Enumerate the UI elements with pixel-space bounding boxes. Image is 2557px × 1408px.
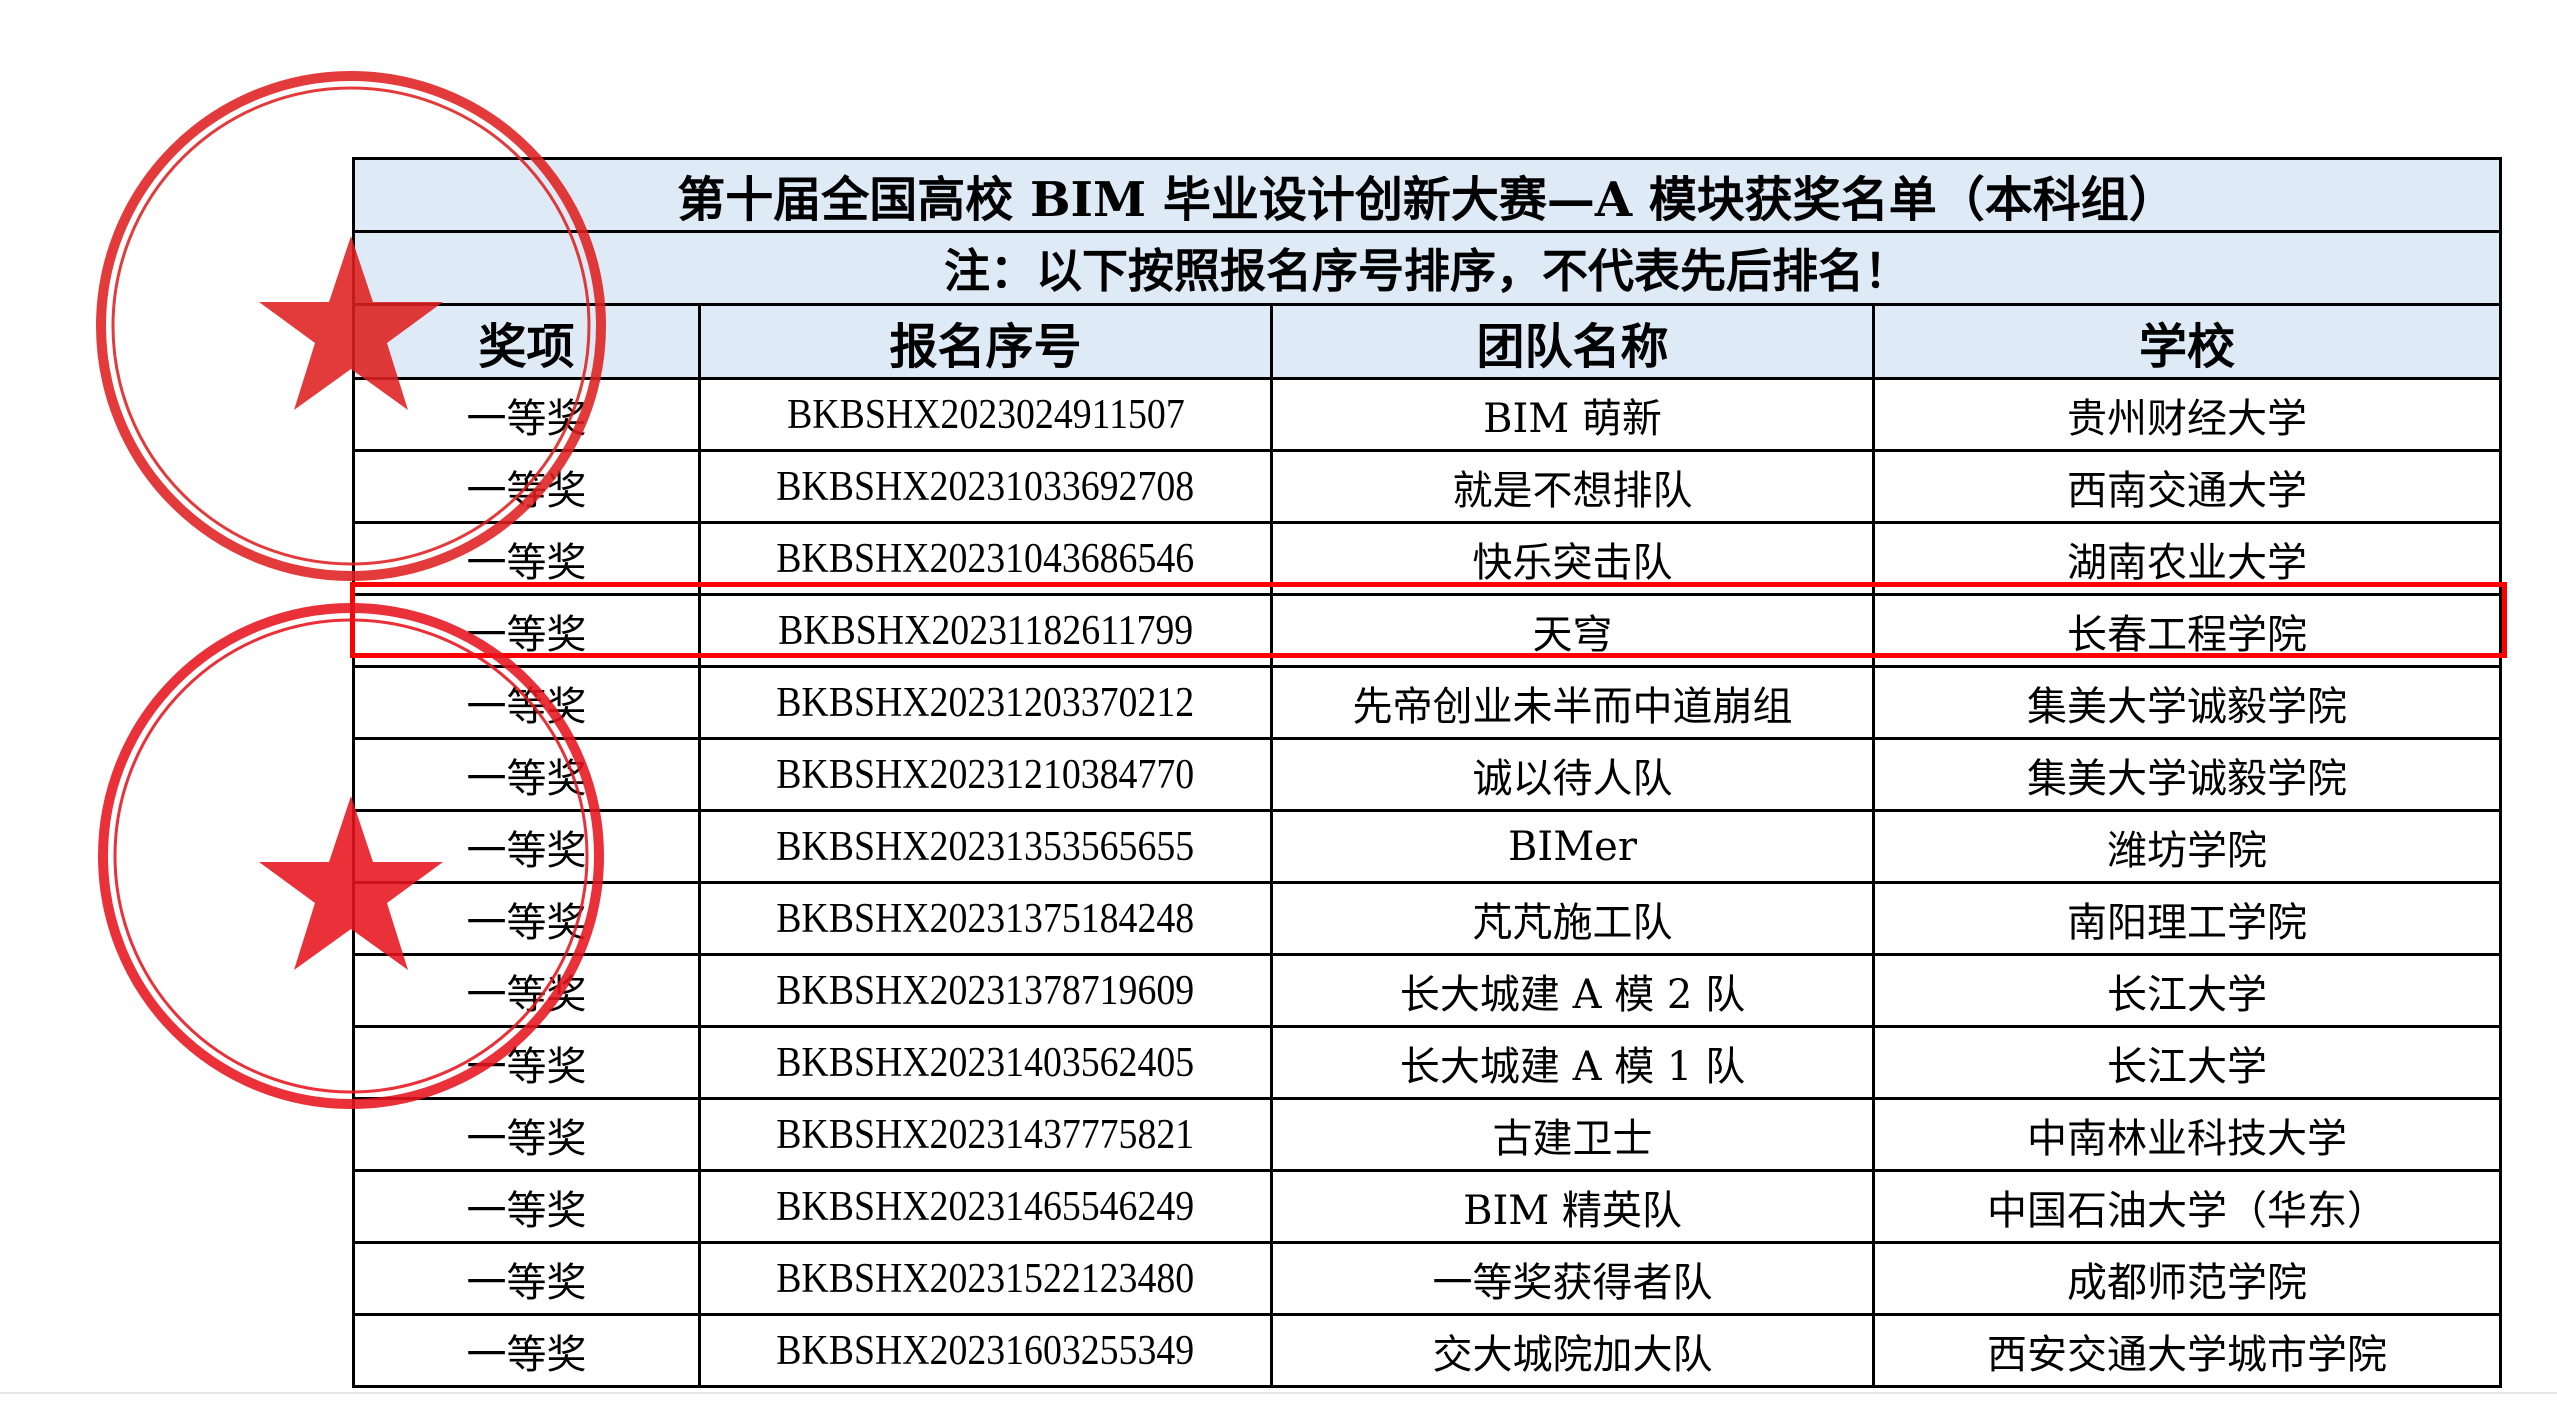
table-row: 一等奖 BKBSHX20231210384770 诚以待人队 集美大学诚毅学院	[352, 737, 2503, 812]
registration-id-text: BKBSHX20231403562405	[776, 1039, 1195, 1086]
column-header-school: 学校	[1871, 303, 2503, 380]
cell-registration-id: BKBSHX20231465546249	[698, 1169, 1273, 1244]
cell-award: 一等奖	[352, 665, 701, 740]
cell-award: 一等奖	[352, 737, 701, 812]
table-row: 一等奖 BKBSHX20231203370212 先帝创业未半而中道崩组 集美大学诚毅…	[352, 665, 2503, 740]
column-header-award: 奖项	[352, 303, 701, 380]
cell-award: 一等奖	[352, 1313, 701, 1388]
cell-school: 成都师范学院	[1871, 1241, 2503, 1316]
cell-team-name: BIMer	[1270, 809, 1875, 884]
table-note: 注：以下按照报名序号排序，不代表先后排名！	[351, 230, 2503, 306]
cell-award: 一等奖	[352, 593, 701, 668]
cell-award: 一等奖	[352, 377, 701, 452]
registration-id-text: BKBSHX20231522123480	[776, 1255, 1195, 1302]
cell-school: 集美大学诚毅学院	[1871, 737, 2503, 812]
cell-registration-id: BKBSHX20231203370212	[698, 665, 1273, 740]
registration-id-text: BKBSHX20231375184248	[776, 895, 1195, 942]
award-table: 第十届全国高校 BIM 毕业设计创新大赛—A 模块获奖名单（本科组） 注：以下按…	[351, 157, 2503, 1388]
cell-award: 一等奖	[352, 953, 701, 1028]
cell-school: 贵州财经大学	[1871, 377, 2503, 452]
page-bottom-divider	[0, 1392, 2557, 1394]
table-row-highlighted: 一等奖 BKBSHX20231182611799 天穹 长春工程学院	[352, 593, 2503, 668]
registration-id-text: BKBSHX20231203370212	[776, 679, 1195, 726]
registration-id-text: BKBSHX20231210384770	[776, 751, 1195, 798]
registration-id-text: BKBSHX20231378719609	[776, 967, 1195, 1014]
cell-award: 一等奖	[352, 809, 701, 884]
table-row: 一等奖 BKBSHX20231375184248 芃芃施工队 南阳理工学院	[352, 881, 2503, 956]
cell-registration-id: BKBSHX2023024911507	[698, 377, 1273, 452]
cell-registration-id: BKBSHX20231353565655	[698, 809, 1273, 884]
cell-school: 集美大学诚毅学院	[1871, 665, 2503, 740]
table-row: 一等奖 BKBSHX20231465546249 BIM 精英队 中国石油大学（华东）	[352, 1169, 2503, 1244]
cell-school: 南阳理工学院	[1871, 881, 2503, 956]
cell-school: 潍坊学院	[1871, 809, 2503, 884]
cell-team-name: 快乐突击队	[1270, 521, 1875, 596]
cell-team-name: 天穹	[1270, 593, 1875, 668]
cell-award: 一等奖	[352, 1097, 701, 1172]
cell-registration-id: BKBSHX20231378719609	[698, 953, 1273, 1028]
table-row: 一等奖 BKBSHX20231033692708 就是不想排队 西南交通大学	[352, 449, 2503, 524]
table-row: 一等奖 BKBSHX20231378719609 长大城建 A 模 2 队长江大学	[352, 953, 2503, 1028]
registration-id-text: BKBSHX20231353565655	[776, 823, 1195, 870]
cell-award: 一等奖	[352, 449, 701, 524]
cell-team-name: 长大城建 A 模 2 队	[1270, 953, 1875, 1028]
column-header-team-name: 团队名称	[1270, 303, 1875, 380]
cell-team-name: BIM 萌新	[1270, 377, 1875, 452]
cell-school: 长春工程学院	[1871, 593, 2503, 668]
cell-team-name: 就是不想排队	[1270, 449, 1875, 524]
table-row: 一等奖 BKBSHX20231353565655 BIMer 潍坊学院	[352, 809, 2503, 884]
table-row: 一等奖 BKBSHX20231603255349 交大城院加大队 西安交通大学城市学院	[352, 1313, 2503, 1388]
cell-registration-id: BKBSHX20231522123480	[698, 1241, 1273, 1316]
cell-school: 西安交通大学城市学院	[1871, 1313, 2503, 1388]
table-row: 一等奖 BKBSHX20231522123480 一等奖获得者队 成都师范学院	[352, 1241, 2503, 1316]
cell-award: 一等奖	[352, 521, 701, 596]
cell-school: 西南交通大学	[1871, 449, 2503, 524]
cell-team-name: 诚以待人队	[1270, 737, 1875, 812]
cell-award: 一等奖	[352, 1025, 701, 1100]
cell-school: 中南林业科技大学	[1871, 1097, 2503, 1172]
cell-registration-id: BKBSHX20231437775821	[698, 1097, 1273, 1172]
cell-team-name: 交大城院加大队	[1270, 1313, 1875, 1388]
table-row: 一等奖 BKBSHX20231043686546 快乐突击队 湖南农业大学	[352, 521, 2503, 596]
cell-school: 中国石油大学（华东）	[1871, 1169, 2503, 1244]
cell-award: 一等奖	[352, 881, 701, 956]
cell-registration-id: BKBSHX20231375184248	[698, 881, 1273, 956]
cell-registration-id: BKBSHX20231603255349	[698, 1313, 1273, 1388]
cell-team-name: 一等奖获得者队	[1270, 1241, 1875, 1316]
registration-id-text: BKBSHX20231603255349	[776, 1327, 1195, 1374]
cell-registration-id: BKBSHX20231182611799	[698, 593, 1273, 668]
column-header-registration-id: 报名序号	[698, 303, 1273, 380]
registration-id-text: BKBSHX20231043686546	[776, 535, 1195, 582]
table-row: 一等奖 BKBSHX20231403562405 长大城建 A 模 1 队长江大学	[352, 1025, 2503, 1100]
cell-team-name: BIM 精英队	[1270, 1169, 1875, 1244]
registration-id-text: BKBSHX20231437775821	[776, 1111, 1195, 1158]
table-title: 第十届全国高校 BIM 毕业设计创新大赛—A 模块获奖名单（本科组）	[351, 157, 2503, 233]
cell-school: 长江大学	[1871, 1025, 2503, 1100]
table-row: 一等奖 BKBSHX2023024911507 BIM 萌新 贵州财经大学	[352, 377, 2503, 452]
cell-school: 长江大学	[1871, 953, 2503, 1028]
cell-team-name: 古建卫士	[1270, 1097, 1875, 1172]
cell-registration-id: BKBSHX20231403562405	[698, 1025, 1273, 1100]
registration-id-text: BKBSHX20231182611799	[777, 607, 1194, 654]
cell-school: 湖南农业大学	[1871, 521, 2503, 596]
cell-team-name: 芃芃施工队	[1270, 881, 1875, 956]
cell-team-name: 长大城建 A 模 1 队	[1270, 1025, 1875, 1100]
cell-registration-id: BKBSHX20231043686546	[698, 521, 1273, 596]
cell-registration-id: BKBSHX20231210384770	[698, 737, 1273, 812]
cell-registration-id: BKBSHX20231033692708	[698, 449, 1273, 524]
registration-id-text: BKBSHX20231033692708	[776, 463, 1195, 510]
cell-team-name: 先帝创业未半而中道崩组	[1270, 665, 1875, 740]
table-row: 一等奖 BKBSHX20231437775821 古建卫士 中南林业科技大学	[352, 1097, 2503, 1172]
cell-award: 一等奖	[352, 1241, 701, 1316]
registration-id-text: BKBSHX20231465546249	[776, 1183, 1195, 1230]
cell-award: 一等奖	[352, 1169, 701, 1244]
registration-id-text: BKBSHX2023024911507	[786, 391, 1185, 438]
